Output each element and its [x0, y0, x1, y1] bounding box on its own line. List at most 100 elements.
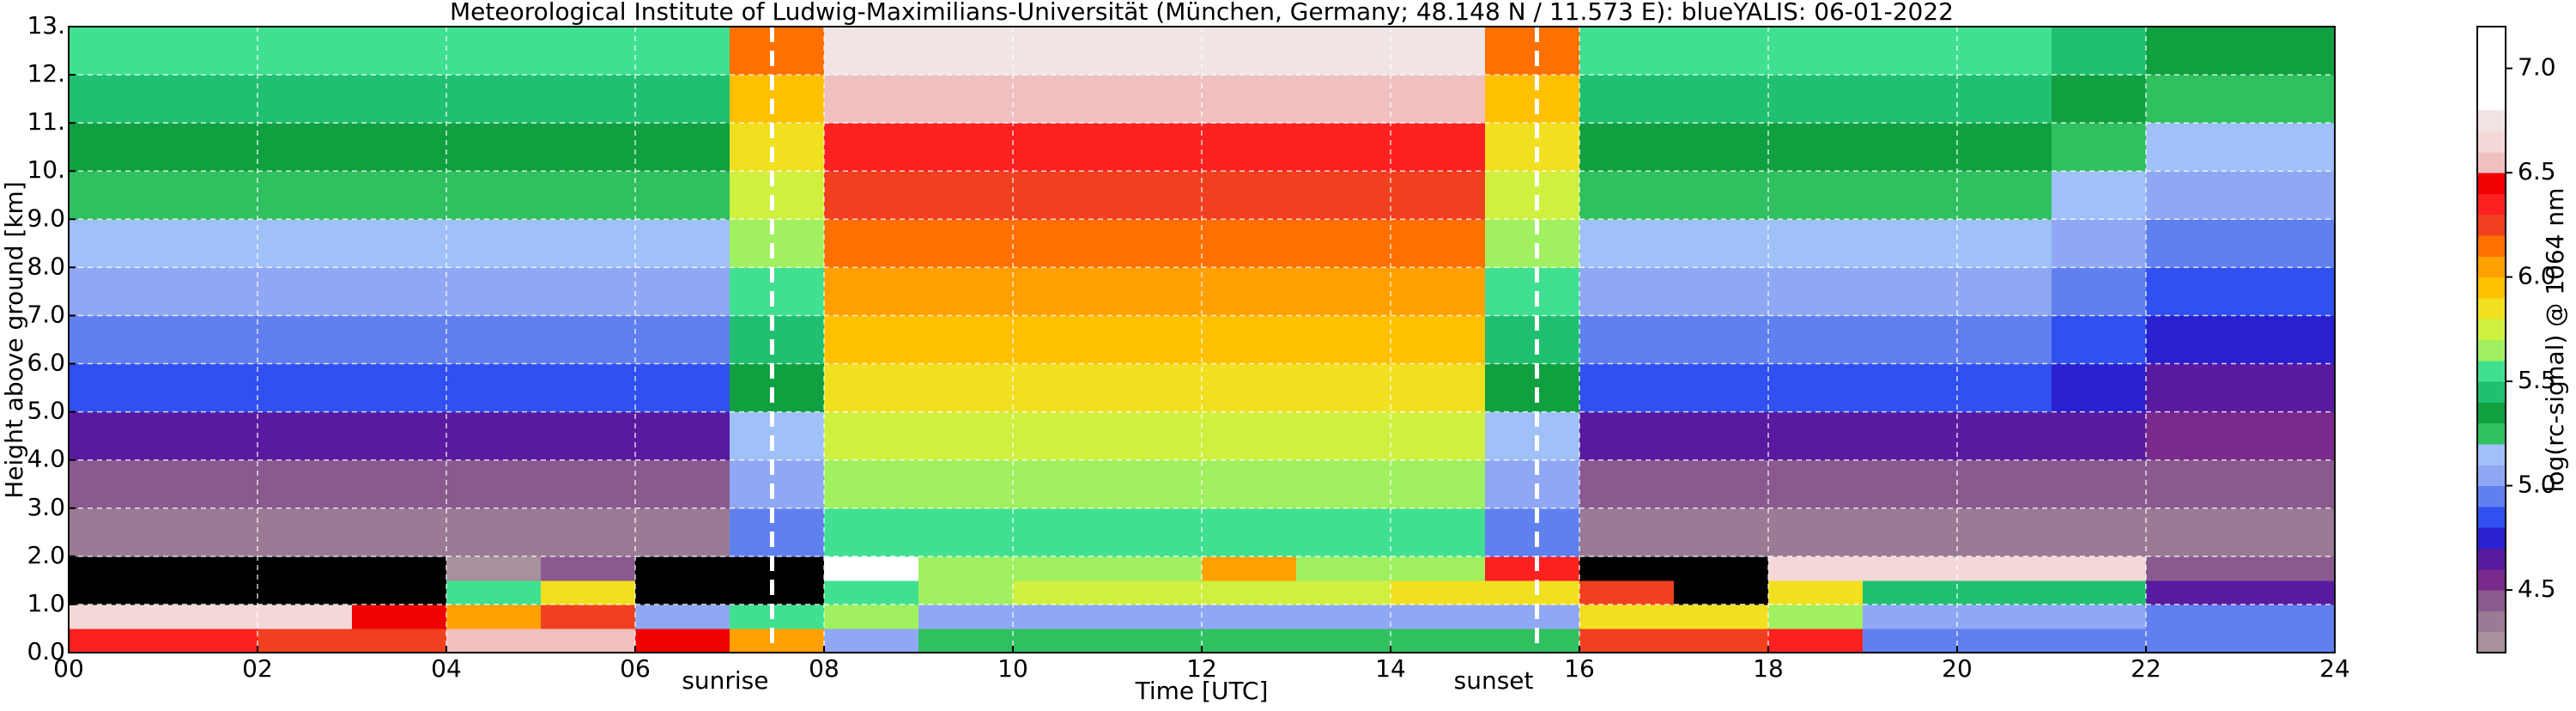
heatmap-cell	[352, 219, 447, 268]
heatmap-cell	[1391, 580, 1486, 605]
heatmap-cell	[824, 411, 919, 461]
x-tick-label: 18	[1753, 654, 1784, 683]
heatmap-cell	[1107, 411, 1203, 461]
heatmap-cell	[1957, 604, 2052, 629]
heatmap-cell	[1579, 75, 1675, 124]
heatmap-cell	[1107, 171, 1203, 220]
heatmap-cell	[1863, 171, 1958, 220]
heatmap-cell	[1485, 27, 1580, 76]
colorbar-tick-label: 5.5	[2518, 366, 2556, 394]
heatmap-cell	[1296, 363, 1391, 413]
heatmap-cell	[352, 411, 447, 461]
heatmap-cell	[824, 580, 919, 605]
x-tick-label: 14	[1375, 654, 1406, 683]
heatmap-cell	[918, 507, 1014, 557]
heatmap-cell	[163, 27, 258, 76]
heatmap-cell	[824, 315, 919, 365]
heatmap-cell	[824, 75, 919, 124]
heatmap-cell	[1013, 556, 1108, 581]
heatmap-cell	[1296, 27, 1391, 76]
heatmap-cell	[918, 556, 1014, 581]
heatmap-cell	[1391, 459, 1486, 509]
heatmap-cell	[1768, 27, 1864, 76]
colorbar-segment	[2477, 611, 2506, 633]
heatmap-cell	[730, 75, 825, 124]
heatmap-cell	[446, 315, 542, 365]
y-tick-label: 1.0	[27, 589, 65, 617]
heatmap-cell	[1296, 604, 1391, 629]
heatmap-cell	[258, 628, 353, 653]
colorbar-segment	[2477, 68, 2506, 90]
heatmap-cell	[635, 604, 730, 629]
heatmap-cell	[163, 556, 258, 581]
heatmap-cell	[1674, 556, 1769, 581]
heatmap-cell	[1485, 363, 1580, 413]
heatmap-cell	[730, 171, 825, 220]
heatmap-cell	[1579, 171, 1675, 220]
heatmap-cell	[1768, 556, 1864, 581]
heatmap-cell	[730, 27, 825, 76]
heatmap-cell	[1013, 459, 1108, 509]
colorbar-segment	[2477, 339, 2506, 362]
heatmap-cell	[1013, 27, 1108, 76]
annotation-label: sunrise	[682, 666, 768, 695]
heatmap-cell	[258, 171, 353, 220]
heatmap-cell	[446, 411, 542, 461]
heatmap-cell	[2052, 171, 2147, 220]
heatmap-cell	[1957, 171, 2052, 220]
heatmap-cell	[1202, 580, 1297, 605]
heatmap-cell	[918, 459, 1014, 509]
heatmap-cell	[258, 267, 353, 316]
heatmap-cell	[541, 580, 636, 605]
heatmap-cell	[1391, 123, 1486, 172]
x-tick-label: 12	[1186, 654, 1217, 683]
heatmap-cell	[446, 75, 542, 124]
heatmap-cell	[824, 27, 919, 76]
y-tick-label: 10.	[27, 155, 65, 184]
heatmap-cell	[2240, 219, 2336, 268]
heatmap-cell	[730, 219, 825, 268]
heatmap-cell	[1957, 123, 2052, 172]
colorbar-tick-label: 6.5	[2518, 157, 2556, 185]
heatmap-cell	[1768, 411, 1864, 461]
heatmap-cell	[1296, 267, 1391, 316]
colorbar-segment	[2477, 548, 2506, 570]
heatmap-cell	[541, 459, 636, 509]
heatmap-cell	[2052, 75, 2147, 124]
heatmap-cell	[1674, 219, 1769, 268]
heatmap-cell	[1863, 628, 1958, 653]
heatmap-cell	[2052, 315, 2147, 365]
heatmap-cell	[1863, 219, 1958, 268]
colorbar-tick-label: 5.0	[2518, 471, 2556, 499]
heatmap-cell	[635, 459, 730, 509]
heatmap-cell	[541, 411, 636, 461]
heatmap-cell	[163, 459, 258, 509]
heatmap-cell	[1674, 315, 1769, 365]
heatmap-cell	[541, 219, 636, 268]
heatmap-cell	[69, 315, 164, 365]
colorbar-segment	[2477, 319, 2506, 340]
heatmap-cell	[541, 628, 636, 653]
heatmap-cell	[163, 171, 258, 220]
heatmap-cell	[69, 604, 164, 629]
y-tick-label: 4.0	[27, 445, 65, 473]
heatmap-cell	[635, 27, 730, 76]
heatmap-cell	[1391, 27, 1486, 76]
heatmap-cell	[824, 604, 919, 629]
heatmap-cell	[918, 580, 1014, 605]
heatmap-cell	[1768, 363, 1864, 413]
heatmap-cell	[163, 411, 258, 461]
heatmap-cell	[352, 556, 447, 581]
heatmap-cell	[352, 267, 447, 316]
heatmap-cell	[2240, 556, 2336, 581]
heatmap-cell	[730, 628, 825, 653]
heatmap-cell	[2240, 267, 2336, 316]
heatmap-cell	[2052, 123, 2147, 172]
heatmap-cell	[1013, 171, 1108, 220]
heatmap-cell	[918, 363, 1014, 413]
colorbar-segment	[2477, 527, 2506, 549]
heatmap-cell	[635, 219, 730, 268]
heatmap-cell	[1107, 27, 1203, 76]
heatmap-cell	[2146, 411, 2241, 461]
heatmap-cell	[1579, 580, 1675, 605]
